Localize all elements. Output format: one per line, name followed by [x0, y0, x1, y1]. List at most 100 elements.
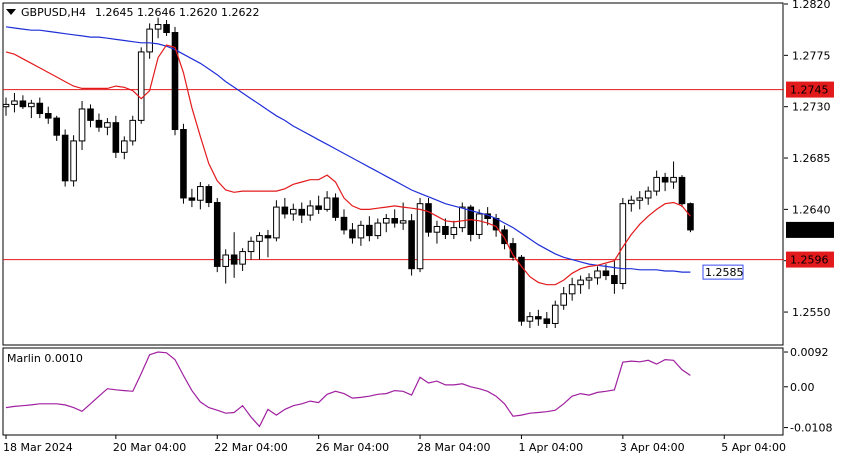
symbol-dropdown-icon[interactable] — [6, 9, 16, 15]
bull-candle — [239, 248, 246, 271]
bull-candle — [273, 200, 280, 242]
price-tags: 1.2745 1.2596 1.2622 — [786, 81, 834, 268]
price-tick-label: 1.2640 — [792, 203, 831, 216]
candle-body — [459, 206, 466, 229]
candle-body — [264, 235, 272, 239]
candle-body — [678, 176, 686, 205]
candle-body — [501, 229, 508, 245]
time-tick-label: 3 Apr 04:00 — [620, 441, 685, 454]
bear-candle — [61, 129, 69, 187]
candle-body — [450, 227, 458, 235]
candle-body — [467, 206, 475, 235]
candle-body — [442, 225, 449, 235]
bull-candle — [70, 135, 77, 187]
ma-slow-tag-label: 1.2585 — [705, 266, 744, 279]
candle-body — [104, 122, 111, 128]
candle-body — [78, 108, 86, 142]
price-tick-label: 1.2685 — [792, 152, 831, 165]
bull-candle — [357, 220, 365, 246]
candle-body — [188, 197, 196, 201]
ma-fast-line — [5, 44, 691, 286]
bear-candle — [281, 197, 289, 219]
candle-body — [568, 284, 576, 295]
candle-body — [247, 240, 255, 253]
candle-body — [315, 205, 322, 210]
time-tick-label: 18 Mar 2024 — [3, 441, 73, 454]
bear-candle — [163, 19, 170, 36]
candles — [2, 17, 694, 329]
bull-candle — [585, 273, 593, 290]
candle-body — [670, 176, 677, 183]
level-tag-box — [786, 251, 834, 268]
bull-candle — [137, 47, 145, 124]
bear-candle — [171, 26, 179, 136]
price-tick-label: 1.2550 — [792, 306, 831, 319]
candle-body — [306, 205, 314, 216]
candle-body — [349, 229, 356, 239]
candle-body — [408, 220, 415, 270]
bear-candle — [230, 232, 238, 278]
time-tick-label: 5 Apr 04:00 — [721, 441, 786, 454]
candle-body — [222, 254, 229, 267]
candle-body — [535, 316, 542, 320]
candle-body — [137, 51, 145, 121]
level-tag-label: 1.2596 — [790, 254, 829, 267]
bull-candle — [526, 312, 534, 329]
candle-body — [366, 224, 373, 237]
candle-body — [154, 24, 162, 30]
candle-body — [526, 316, 534, 322]
bear-candle — [298, 202, 306, 224]
bull-candle — [459, 202, 466, 233]
bear-candle — [678, 175, 686, 208]
candle-body — [475, 213, 483, 235]
bull-candle — [104, 118, 111, 136]
bear-candle — [53, 115, 61, 141]
candle-body — [340, 216, 348, 231]
candle-body — [518, 256, 525, 322]
candle-body — [2, 103, 10, 108]
candle-body — [391, 217, 398, 224]
candle-body — [70, 140, 77, 182]
marlin-line — [5, 351, 691, 428]
candle-body — [112, 122, 120, 153]
candle-body — [374, 222, 382, 237]
candle-body — [28, 102, 35, 108]
bull-candle — [256, 232, 263, 260]
bull-candle — [11, 92, 18, 113]
time-tick-label: 28 Mar 04:00 — [417, 441, 490, 454]
time-tick-label: 26 Mar 04:00 — [316, 441, 389, 454]
bull-candle — [450, 220, 458, 240]
bull-candle — [636, 191, 644, 210]
price-pane-frame — [2, 2, 784, 346]
candle-body — [298, 208, 306, 216]
bull-candle — [560, 286, 568, 310]
ma-slow-line — [5, 26, 691, 273]
bull-candle — [121, 136, 128, 160]
candle-body — [19, 100, 27, 108]
candle-body — [644, 190, 652, 199]
symbol-label: GBPUSD,H4 — [21, 6, 86, 19]
candle-body — [11, 100, 18, 105]
candle-body — [357, 224, 365, 239]
bull-candle — [222, 249, 229, 284]
candle-body — [44, 113, 52, 119]
bull-candle — [247, 236, 255, 260]
candle-body — [146, 28, 153, 53]
candle-body — [121, 140, 128, 153]
time-tick-label: 22 Mar 04:00 — [214, 441, 287, 454]
candle-body — [197, 186, 204, 201]
candle-body — [213, 202, 221, 267]
candle-body — [577, 279, 584, 286]
bull-candle — [577, 275, 584, 294]
price-tick-label: 1.2820 — [792, 0, 831, 11]
bull-candle — [306, 200, 314, 221]
time-tick-label: 1 Apr 04:00 — [518, 441, 583, 454]
candle-body — [61, 134, 69, 182]
ma-slow-value-tag: 1.2585 — [702, 264, 744, 280]
bull-candle — [374, 218, 382, 240]
candle-body — [180, 129, 187, 199]
bull-candle — [78, 100, 86, 151]
candle-body — [551, 304, 559, 324]
bear-candle — [36, 97, 44, 119]
